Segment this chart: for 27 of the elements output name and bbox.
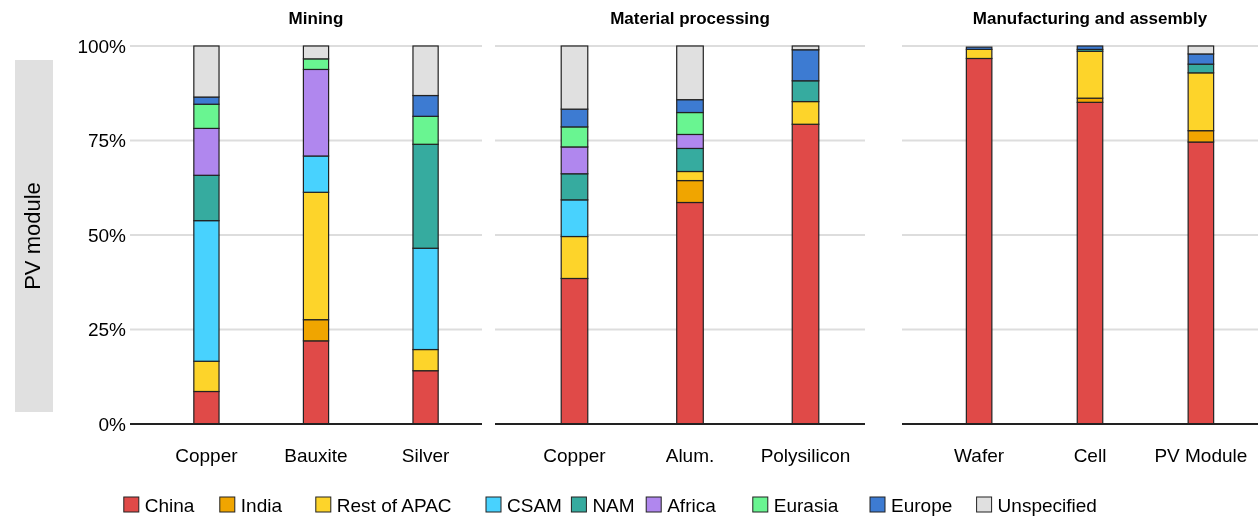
legend-label: Africa [667, 494, 717, 516]
x-tick-label: Polysilicon [760, 445, 851, 466]
y-tick-label: 75% [87, 130, 127, 152]
x-tick-label: Bauxite [284, 445, 348, 466]
chart-title: Material processing [610, 9, 770, 28]
legend-label: CSAM [507, 494, 562, 516]
legend-label: Eurasia [773, 494, 839, 516]
x-tick-label: Silver [401, 445, 450, 466]
legend-label: Europe [891, 494, 953, 516]
legend-label: Rest of APAC [336, 494, 452, 516]
chart-title: Mining [288, 9, 344, 28]
y-tick-label: 50% [87, 224, 127, 246]
x-tick-label: Copper [543, 445, 607, 466]
y-tick-label: 100% [77, 35, 127, 57]
x-tick-label: PV Module [1154, 445, 1248, 466]
x-tick-label: Wafer [954, 445, 1005, 466]
x-tick-label: Alum. [665, 445, 715, 466]
legend-label: Unspecified [997, 494, 1097, 516]
x-tick-label: Cell [1073, 445, 1107, 466]
chart-title: Manufacturing and assembly [972, 9, 1208, 28]
legend-label: India [240, 494, 283, 516]
x-tick-label: Copper [175, 445, 239, 466]
legend-label: NAM [592, 494, 635, 516]
legend-label: China [144, 494, 195, 516]
y-axis-title: PV module [20, 182, 45, 290]
y-tick-label: 25% [87, 319, 127, 341]
y-tick-label: 0% [98, 413, 127, 435]
